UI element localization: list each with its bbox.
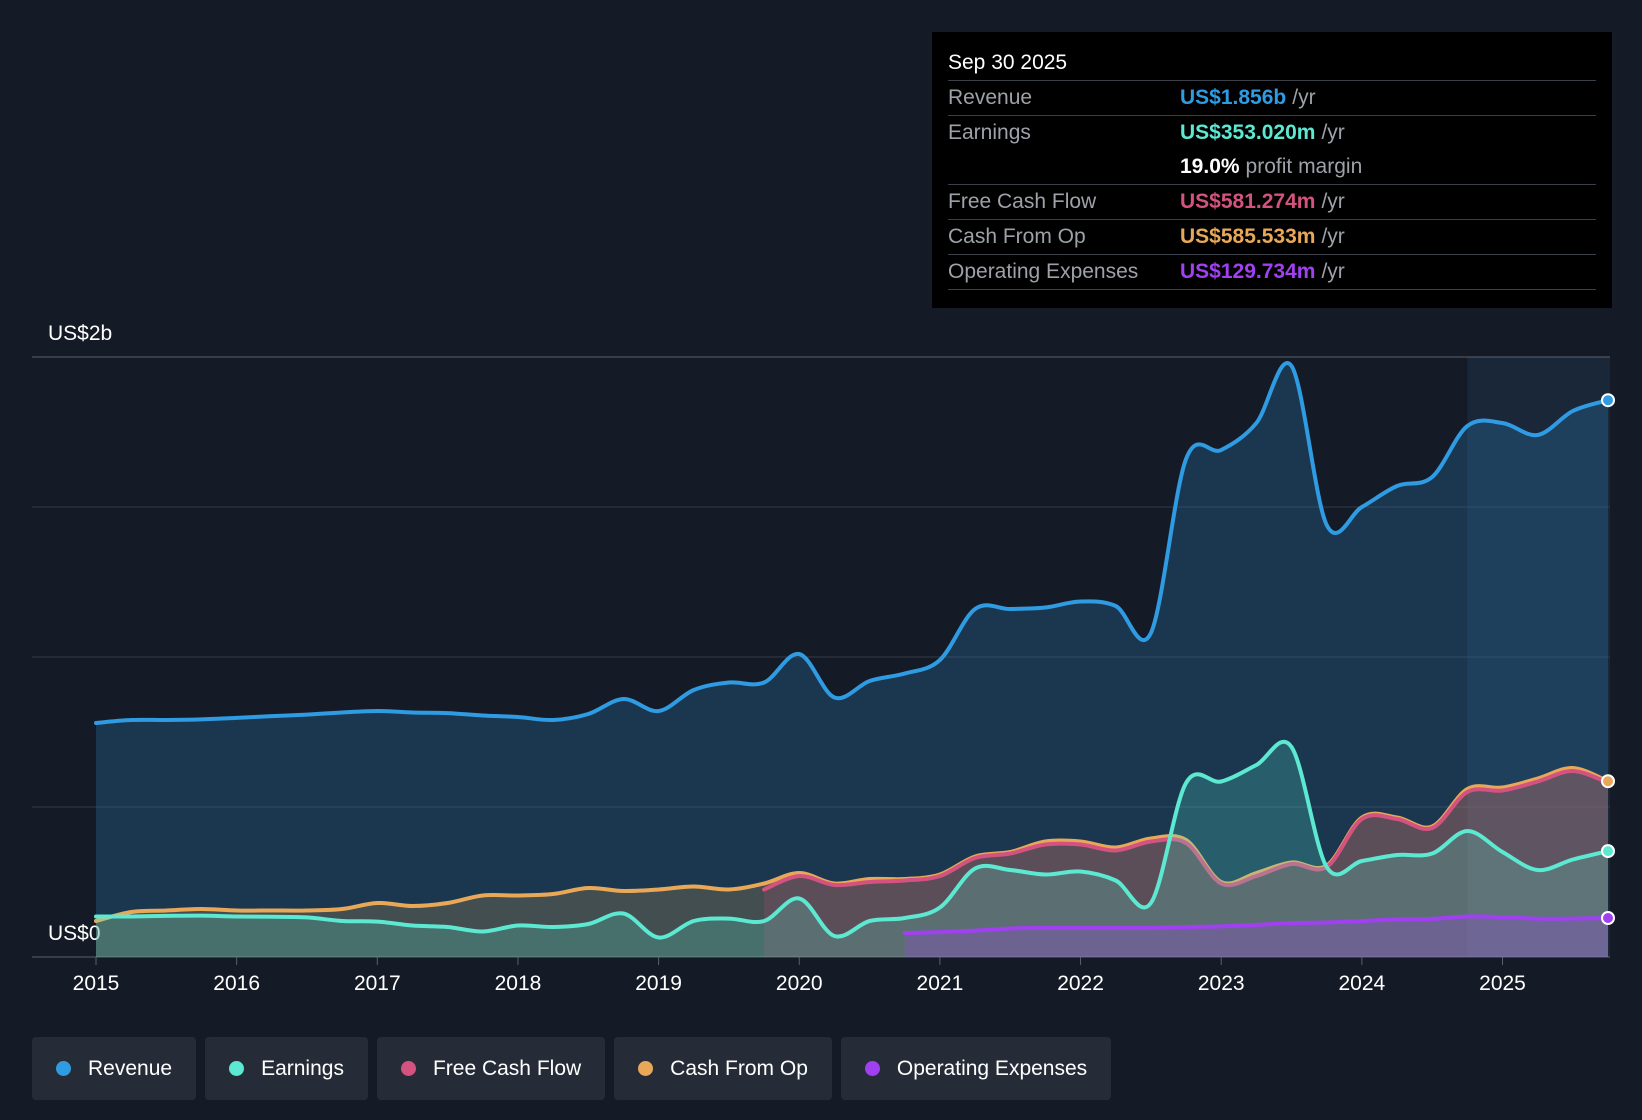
legend: Revenue Earnings Free Cash Flow Cash From O… (32, 1037, 1112, 1100)
tooltip-row: Free Cash Flow US$581.274m/yr (948, 185, 1596, 220)
legend-label: Cash From Op (670, 1056, 808, 1080)
legend-label: Operating Expenses (896, 1056, 1088, 1080)
free-cash-flow-area (764, 770, 1608, 957)
legend-label: Revenue (88, 1056, 173, 1080)
revenue-line (94, 361, 1610, 725)
x-tick-label: 2024 (1339, 972, 1386, 995)
x-tick-label: 2022 (1057, 972, 1104, 995)
tooltip-row-value: US$585.533m (1180, 225, 1316, 248)
legend-label: Earnings (261, 1056, 344, 1080)
cash-from-op-area (96, 767, 1608, 957)
tooltip-row-unit: profit margin (1245, 155, 1363, 178)
revenue-area (96, 362, 1608, 958)
legend-dot-icon (400, 1061, 416, 1076)
tooltip-row-unit: /yr (1321, 225, 1345, 248)
earnings-line (94, 739, 1610, 940)
tooltip-row-value: US$353.020m (1180, 121, 1316, 144)
free-cash-flow-line (762, 768, 1610, 892)
legend-dot-icon (864, 1061, 880, 1076)
legend-item-revenue[interactable]: Revenue (32, 1037, 197, 1100)
tooltip-row-label: Revenue (948, 86, 1033, 109)
legend-item-free-cash-flow[interactable]: Free Cash Flow (376, 1037, 606, 1100)
tooltip-row-label: Cash From Op (948, 225, 1086, 248)
legend-dot-icon (229, 1061, 245, 1076)
tooltip-row-value: US$129.734m (1180, 260, 1316, 283)
tooltip-row-value: 19.0% (1180, 155, 1240, 178)
x-tick-label: 2017 (354, 972, 401, 995)
cash-from-op-end-marker (1601, 774, 1615, 789)
tooltip-row-value: US$581.274m (1180, 190, 1316, 213)
tooltip-row: Cash From Op US$585.533m/yr (948, 220, 1596, 255)
x-tick-label: 2016 (213, 972, 260, 995)
legend-item-earnings[interactable]: Earnings (205, 1037, 368, 1100)
tooltip-row-label: Operating Expenses (948, 260, 1139, 283)
tooltip-date: Sep 30 2025 (948, 46, 1596, 81)
legend-dot-icon (56, 1061, 71, 1076)
tooltip-row: Earnings US$353.020m/yr (948, 116, 1596, 150)
legend-item-cash-from-op[interactable]: Cash From Op (614, 1037, 832, 1100)
x-tick-label: 2019 (635, 972, 682, 995)
y-axis-top-label: US$2b (48, 322, 112, 345)
revenue-end-marker (1601, 393, 1615, 408)
tooltip-row-label (948, 150, 1180, 184)
x-tick-label: 2015 (73, 972, 120, 995)
tooltip-row-value: US$1.856b (1180, 86, 1287, 109)
tooltip-row-unit: /yr (1292, 86, 1316, 109)
x-tick-label: 2018 (495, 972, 542, 995)
x-tick-label: 2025 (1479, 972, 1526, 995)
x-tick-label: 2020 (776, 972, 823, 995)
tooltip-row: Operating Expenses US$129.734m/yr (948, 255, 1596, 290)
legend-item-operating-expenses[interactable]: Operating Expenses (840, 1037, 1112, 1100)
earnings-area (96, 741, 1608, 957)
x-tick-label: 2023 (1198, 972, 1245, 995)
tooltip-row-unit: /yr (1321, 260, 1345, 283)
tooltip-row: 19.0% profit margin (948, 150, 1596, 185)
tooltip-row: Revenue US$1.856b/yr (948, 81, 1596, 116)
tooltip-row-unit: /yr (1321, 190, 1345, 213)
earnings-end-marker (1601, 844, 1615, 859)
legend-dot-icon (638, 1061, 654, 1076)
x-tick-label: 2021 (917, 972, 964, 995)
y-axis-bottom-label: US$0 (48, 922, 101, 945)
tooltip-row-label: Earnings (948, 121, 1031, 144)
operating-expenses-end-marker (1601, 911, 1615, 925)
tooltip: Sep 30 2025 Revenue US$1.856b/yr Earnings U… (932, 32, 1612, 308)
tooltip-row-unit: /yr (1321, 121, 1345, 144)
tooltip-row-label: Free Cash Flow (948, 190, 1097, 213)
operating-expenses-line (902, 914, 1610, 935)
operating-expenses-area (904, 916, 1608, 957)
legend-label: Free Cash Flow (432, 1056, 582, 1080)
